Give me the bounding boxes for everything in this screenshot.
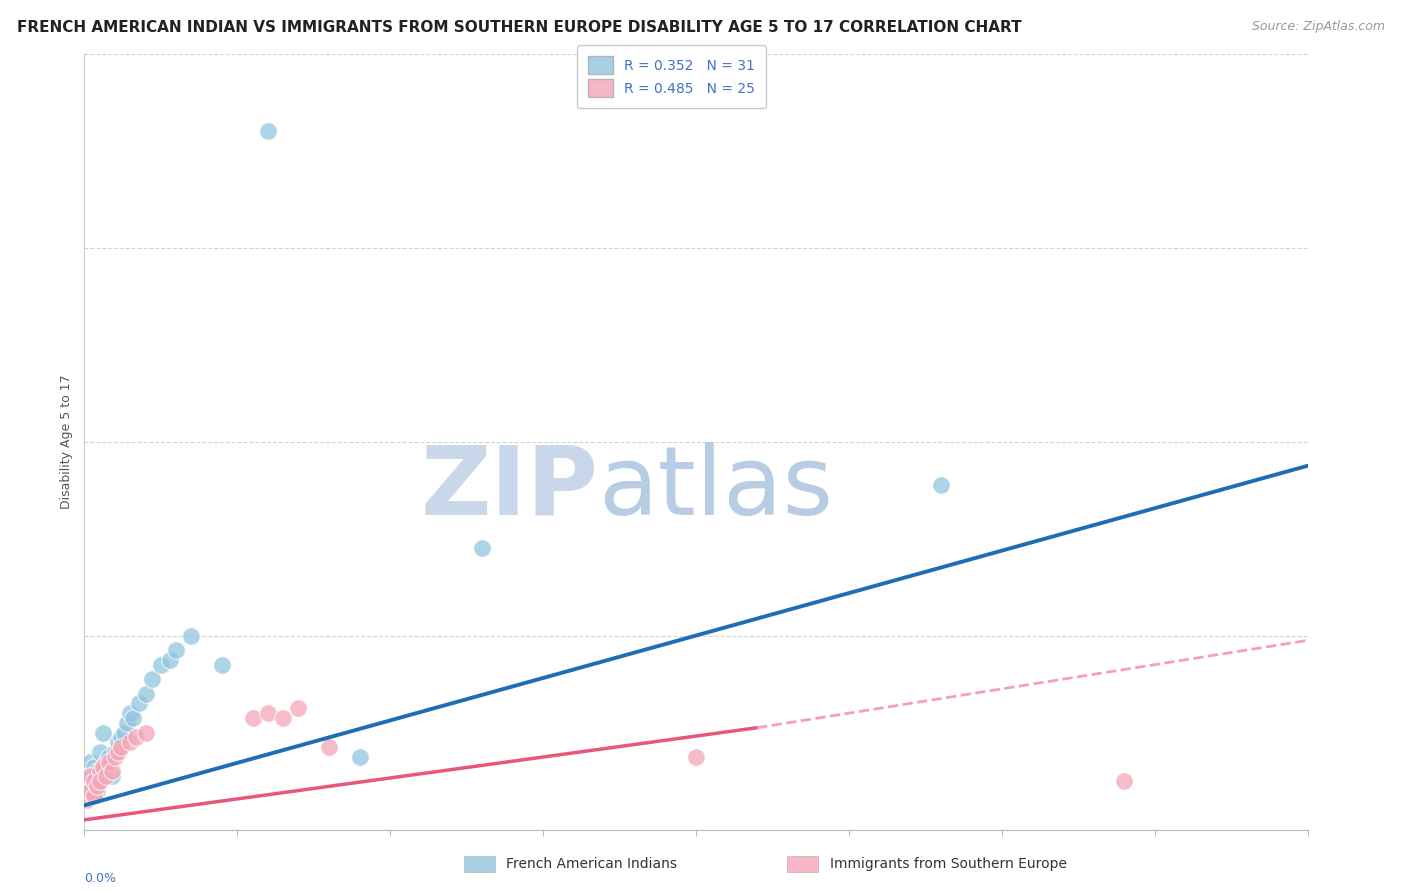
Point (242, 711, 264, 725)
Point (79, 779, 101, 793)
Text: 0.0%: 0.0% (84, 872, 117, 885)
Point (929, 478, 952, 492)
Point (257, 124, 280, 138)
Point (180, 628, 202, 642)
Point (110, 740, 132, 755)
Y-axis label: Disability Age 5 to 17: Disability Age 5 to 17 (60, 375, 73, 508)
Point (159, 653, 181, 667)
Point (83, 774, 105, 789)
Point (112, 725, 135, 739)
Point (685, 749, 707, 764)
Legend: R = 0.352   N = 31, R = 0.485   N = 25: R = 0.352 N = 31, R = 0.485 N = 25 (576, 45, 766, 109)
Text: French American Indians: French American Indians (506, 857, 678, 871)
Point (349, 749, 371, 764)
Point (135, 687, 157, 701)
Point (165, 643, 187, 657)
Point (104, 745, 127, 759)
Point (91, 759, 114, 773)
Point (125, 731, 148, 745)
Point (101, 769, 124, 783)
Point (471, 541, 494, 556)
Point (94, 769, 117, 783)
Point (271, 711, 294, 725)
Text: atlas: atlas (598, 442, 834, 534)
Point (120, 706, 142, 721)
Point (135, 725, 157, 739)
Point (89, 764, 111, 779)
Point (1114, 774, 1136, 789)
Point (83, 774, 105, 789)
Point (110, 731, 132, 745)
Point (94, 759, 117, 773)
Point (97, 749, 120, 764)
Point (83, 759, 105, 773)
Point (287, 701, 309, 715)
Point (89, 774, 111, 789)
Point (79, 769, 101, 783)
Point (122, 711, 145, 725)
Text: FRENCH AMERICAN INDIAN VS IMMIGRANTS FROM SOUTHERN EUROPE DISABILITY AGE 5 TO 17: FRENCH AMERICAN INDIAN VS IMMIGRANTS FRO… (17, 20, 1022, 35)
Text: Source: ZipAtlas.com: Source: ZipAtlas.com (1251, 20, 1385, 33)
Point (79, 783, 101, 797)
Point (149, 657, 172, 672)
Point (76, 793, 98, 807)
Point (91, 764, 114, 779)
Point (115, 715, 138, 730)
Point (141, 672, 163, 686)
Point (79, 755, 101, 769)
Point (107, 735, 129, 749)
Point (104, 749, 127, 764)
Point (101, 764, 124, 779)
Point (89, 745, 111, 759)
Point (76, 769, 98, 783)
Point (86, 779, 108, 793)
Point (83, 789, 105, 803)
Point (211, 657, 233, 672)
Point (86, 783, 108, 797)
Point (97, 755, 120, 769)
Point (257, 706, 280, 721)
Point (86, 764, 108, 779)
Point (107, 745, 129, 759)
Text: Immigrants from Southern Europe: Immigrants from Southern Europe (830, 857, 1067, 871)
Text: ZIP: ZIP (420, 442, 598, 534)
Point (120, 735, 142, 749)
Point (128, 697, 150, 711)
Point (89, 774, 111, 789)
Point (91, 725, 114, 739)
Point (318, 740, 340, 755)
Point (94, 755, 117, 769)
